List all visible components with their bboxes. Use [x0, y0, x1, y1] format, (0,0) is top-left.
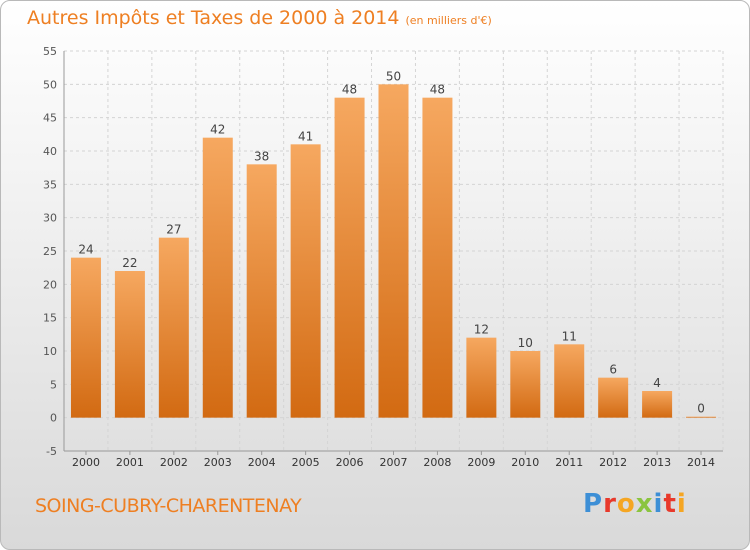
y-tick-label: 10	[43, 345, 57, 358]
x-tick-label: 2014	[687, 456, 715, 469]
y-tick-label: 15	[43, 312, 57, 325]
data-label: 0	[697, 402, 705, 416]
data-label: 10	[518, 336, 533, 350]
data-label: 38	[254, 149, 269, 163]
y-tick-label: 40	[43, 145, 57, 158]
bar	[598, 377, 629, 418]
bars	[70, 84, 717, 418]
bar	[466, 337, 497, 418]
x-tick-label: 2000	[72, 456, 100, 469]
data-label: 27	[166, 223, 181, 237]
data-label: 11	[562, 329, 577, 343]
bar	[686, 416, 717, 418]
x-tick-label: 2012	[599, 456, 627, 469]
y-tick-label: 35	[43, 178, 57, 191]
bar	[334, 97, 365, 418]
x-tick-label: 2005	[292, 456, 320, 469]
y-tick-label: 25	[43, 245, 57, 258]
data-label: 50	[386, 69, 401, 83]
logo-letter: t	[663, 489, 677, 519]
data-label: 48	[342, 83, 357, 97]
bar	[70, 257, 101, 418]
data-label: 6	[609, 363, 617, 377]
bar	[642, 391, 673, 418]
y-tick-label: 55	[43, 45, 57, 58]
bar	[246, 164, 277, 418]
x-tick-label: 2011	[555, 456, 583, 469]
data-label: 4	[653, 376, 661, 390]
x-tick-label: 2002	[160, 456, 188, 469]
data-labels: 24 22 27 42 38 41 48 50 48 12 10 11 6 4 0	[78, 69, 705, 415]
x-tick-label: 2010	[511, 456, 539, 469]
bar	[378, 84, 409, 418]
data-label: 42	[210, 123, 225, 137]
logo-letter: o	[616, 489, 636, 519]
chart-title: Autres Impôts et Taxes de 2000 à 2014 (en…	[27, 7, 492, 29]
bar	[422, 97, 453, 418]
y-tick-label: 45	[43, 112, 57, 125]
x-tick-labels: 2000 2001 2002 2003 2004 2005 2006 2007 2008 2009…	[72, 451, 715, 469]
x-tick-label: 2007	[380, 456, 408, 469]
y-tick-label: 50	[43, 78, 57, 91]
data-label: 22	[122, 256, 137, 270]
y-tick-label: 30	[43, 212, 57, 225]
bar	[554, 344, 585, 418]
x-tick-label: 2013	[643, 456, 671, 469]
logo-letter: x	[635, 489, 654, 519]
x-tick-label: 2009	[467, 456, 495, 469]
x-tick-label: 2008	[423, 456, 451, 469]
proxiti-logo: Proxiti	[583, 489, 687, 519]
y-tick-labels: -5 0 5 10 15 20 25 30 35 40 45 50 55	[43, 45, 57, 458]
logo-letter: P	[583, 489, 604, 519]
chart-title-text: Autres Impôts et Taxes de 2000 à 2014	[27, 7, 400, 29]
x-tick-label: 2006	[336, 456, 364, 469]
data-label: 48	[430, 83, 445, 97]
y-tick-label: 20	[43, 278, 57, 291]
data-label: 12	[474, 323, 489, 337]
x-tick-label: 2001	[116, 456, 144, 469]
bar	[158, 237, 189, 418]
data-label: 41	[298, 129, 313, 143]
logo-letter: i	[676, 489, 687, 519]
bar	[510, 351, 541, 418]
logo-letter: r	[603, 489, 617, 519]
data-label: 24	[78, 243, 93, 257]
y-tick-label: -5	[46, 445, 57, 458]
x-tick-label: 2003	[204, 456, 232, 469]
chart-unit: (en milliers d'€)	[405, 14, 492, 27]
y-tick-label: 5	[50, 378, 57, 391]
y-tick-label: 0	[50, 412, 57, 425]
bar	[290, 144, 321, 418]
x-tick-label: 2004	[248, 456, 276, 469]
commune-name: SOING-CUBRY-CHARENTENAY	[35, 495, 302, 517]
bar	[114, 271, 145, 418]
logo-letter: i	[653, 489, 664, 519]
bar	[202, 137, 233, 418]
